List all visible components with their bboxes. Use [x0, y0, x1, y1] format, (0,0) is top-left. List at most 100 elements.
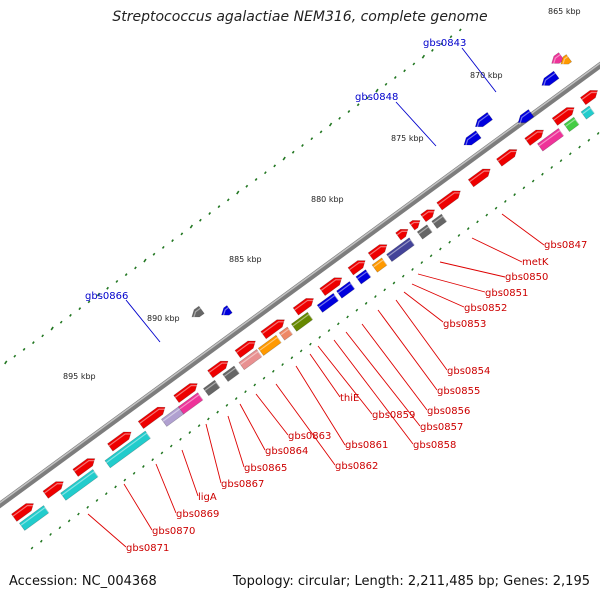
scale-tick: [226, 198, 230, 202]
gene-label-gbs0865[interactable]: gbs0865: [244, 463, 287, 474]
gene-feature: [278, 326, 294, 341]
leader-line: [411, 283, 465, 308]
scale-tick: [134, 266, 137, 270]
leader-line: [403, 291, 444, 323]
gene-highlight: [106, 432, 153, 464]
gene-label-gbs0854[interactable]: gbs0854: [447, 366, 490, 377]
gene-feature: [551, 107, 575, 126]
scale-tick: [318, 335, 322, 339]
gene-highlight: [44, 483, 65, 494]
gene-label-gbs0862[interactable]: gbs0862: [335, 461, 378, 472]
leader-line: [377, 309, 438, 391]
gene-highlight: [357, 270, 373, 280]
gene-label-gbs0871[interactable]: gbs0871: [126, 543, 169, 554]
gene-label-gbs0848[interactable]: gbs0848: [355, 92, 398, 103]
gene-highlight: [204, 381, 222, 391]
gene-highlight: [469, 170, 492, 183]
leader-line: [361, 323, 428, 411]
gene-label-gbs0866[interactable]: gbs0866: [85, 291, 128, 302]
gene-label-gbs0843[interactable]: gbs0843: [423, 38, 466, 49]
gene-feature: [104, 430, 152, 469]
leader-line: [417, 273, 486, 293]
scale-tick: [31, 341, 35, 345]
gene-feature: [257, 334, 282, 356]
gene-label-gbs0859[interactable]: gbs0859: [372, 410, 415, 421]
scale-tick: [319, 130, 323, 134]
leader-line: [317, 345, 373, 415]
gene-highlight: [261, 321, 286, 335]
gene-feature: [173, 383, 198, 404]
gene-feature: [72, 458, 96, 477]
kbp-labels: 865 kbp 870 kbp 875 kbp 880 kbp 885 kbp …: [63, 7, 581, 381]
scale-tick: [550, 165, 554, 169]
gene-label-gbs0855[interactable]: gbs0855: [437, 386, 480, 397]
leader-line: [395, 101, 437, 147]
gene-label-gbs0861[interactable]: gbs0861: [345, 440, 388, 451]
scale-tick: [50, 326, 54, 331]
gene-highlight: [581, 91, 600, 100]
scale-tick: [411, 267, 414, 271]
gene-label-gbs0856[interactable]: gbs0856: [427, 406, 470, 417]
leader-line: [395, 299, 448, 371]
gene-highlight: [561, 56, 569, 67]
kbp-label: 880 kbp: [311, 195, 344, 204]
leader-line: [295, 365, 346, 446]
scale-tick: [189, 224, 194, 229]
gene-label-gbs0863[interactable]: gbs0863: [288, 431, 331, 442]
gene-highlight: [280, 328, 295, 337]
scale-tick: [132, 471, 136, 475]
gene-highlight: [320, 279, 344, 291]
scale-tick: [254, 177, 258, 181]
scale-tick: [383, 288, 387, 292]
scale-tick: [95, 499, 99, 502]
leader-line: [181, 449, 199, 497]
gene-label-gbs0864[interactable]: gbs0864: [265, 446, 308, 457]
gene-label-gbs0857[interactable]: gbs0857: [420, 422, 463, 433]
gene-highlight: [12, 504, 35, 517]
gene-feature: [517, 109, 535, 123]
gene-feature: [416, 224, 433, 240]
gene-label-gbs0847[interactable]: gbs0847: [544, 240, 587, 251]
gene-highlight: [236, 342, 257, 353]
gene-highlight: [421, 211, 437, 217]
gene-feature: [537, 128, 565, 152]
scale-tick: [188, 431, 192, 434]
scale-tick: [142, 465, 145, 468]
scale-tick: [151, 458, 155, 462]
scale-tick: [449, 35, 453, 39]
scale-tick: [180, 232, 184, 236]
gene-highlight: [552, 54, 561, 66]
gene-highlight: [525, 131, 546, 141]
gene-feature: [222, 365, 240, 382]
scale-tick: [336, 322, 340, 326]
gene-label-gbs0870[interactable]: gbs0870: [152, 526, 195, 537]
gene-label-gbs0858[interactable]: gbs0858: [413, 440, 456, 451]
gene-label-gbs0850[interactable]: gbs0850: [505, 272, 548, 283]
leader-line: [461, 47, 497, 93]
kbp-label: 895 kbp: [63, 372, 96, 381]
gene-feature: [202, 379, 221, 397]
gene-label-ligA[interactable]: ligA: [198, 492, 217, 503]
gene-highlight: [179, 393, 206, 410]
gene-label-metK[interactable]: metK: [522, 257, 549, 268]
scale-tick: [58, 526, 62, 530]
gene-label-gbs0851[interactable]: gbs0851: [485, 288, 528, 299]
label-leader-lines: [87, 47, 545, 548]
kbp-label: 870 kbp: [470, 71, 503, 80]
scale-tick: [439, 247, 442, 251]
gene-highlight: [61, 470, 101, 496]
gene-feature: [319, 277, 343, 297]
scale-tick: [559, 159, 563, 163]
kbp-label: 890 kbp: [147, 314, 180, 323]
gene-label-gbs0869[interactable]: gbs0869: [176, 509, 219, 520]
scale-tick: [271, 369, 275, 373]
gene-label-gbs0853[interactable]: gbs0853: [443, 319, 486, 330]
gene-highlight: [349, 262, 367, 271]
gene-label-thiE[interactable]: thiE: [340, 393, 359, 404]
gene-label-gbs0852[interactable]: gbs0852: [464, 303, 507, 314]
leader-line: [309, 353, 341, 398]
gene-feature: [408, 220, 421, 231]
leader-line: [87, 513, 127, 548]
gene-label-gbs0867[interactable]: gbs0867: [221, 479, 264, 490]
gene-feature: [420, 209, 435, 223]
